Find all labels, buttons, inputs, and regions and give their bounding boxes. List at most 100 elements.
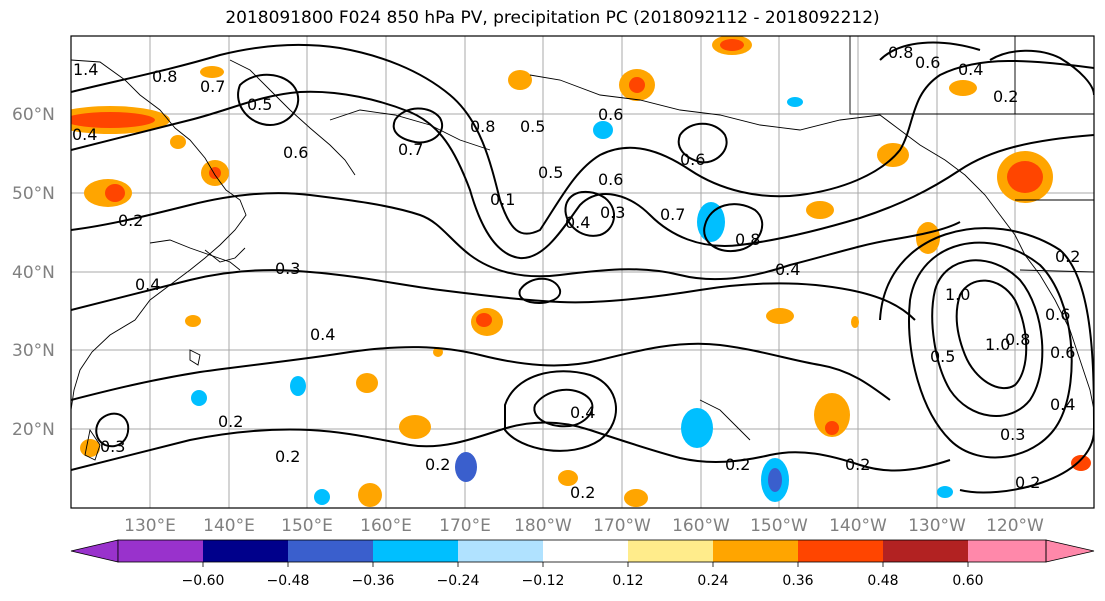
precip-blob <box>170 135 186 149</box>
precip-blob <box>1071 455 1091 471</box>
contour-label: 0.3 <box>100 437 125 456</box>
precip-blob <box>508 70 532 90</box>
precip-blob <box>71 112 155 128</box>
contour-label: 0.5 <box>930 347 955 366</box>
contour-label: 0.2 <box>993 87 1018 106</box>
lon-label: 140°W <box>829 516 887 536</box>
precip-blob <box>697 202 725 242</box>
precip-blob <box>593 121 613 139</box>
contour-label: 0.3 <box>1000 425 1025 444</box>
precip-blob <box>433 347 443 357</box>
colorbar-tick-label: 0.24 <box>697 573 728 589</box>
contour-label: 0.4 <box>775 260 800 279</box>
contour-label: 0.2 <box>1015 473 1040 492</box>
contour-label: 0.2 <box>118 211 143 230</box>
precip-blob <box>949 80 977 96</box>
lon-label: 150°E <box>281 516 333 536</box>
contour-label: 0.7 <box>398 140 423 159</box>
precip-blob <box>358 483 382 507</box>
contour-label: 1.0 <box>945 285 970 304</box>
lon-label: 160°W <box>672 516 730 536</box>
lon-label: 170°E <box>439 516 491 536</box>
colorbar-tick-label: 0.36 <box>782 573 813 589</box>
lon-label: 140°E <box>203 516 255 536</box>
colorbar-extend-low <box>70 539 119 563</box>
pv-contours <box>71 41 1094 494</box>
colorbar-tick-label: −0.36 <box>352 573 395 589</box>
precip-blob <box>558 470 578 486</box>
contour-label: 0.7 <box>200 77 225 96</box>
precip-blob <box>1007 161 1043 193</box>
lon-label: 170°W <box>593 516 651 536</box>
colorbar-segment <box>118 540 203 562</box>
contour-label: 0.1 <box>490 190 515 209</box>
precip-blob <box>851 316 859 328</box>
colorbar-segment <box>713 540 798 562</box>
contour-label: 0.2 <box>725 455 750 474</box>
lon-label: 160°E <box>360 516 412 536</box>
contour-label: 0.2 <box>218 412 243 431</box>
precip-blob <box>80 439 100 457</box>
contour-label: 0.6 <box>1050 343 1075 362</box>
colorbar-frame <box>117 539 1047 563</box>
contour-label: 0.6 <box>598 105 623 124</box>
contour-label: 0.2 <box>845 455 870 474</box>
contour-label: 0.8 <box>470 117 495 136</box>
lat-label: 20°N <box>12 420 55 440</box>
contour-label: 0.8 <box>888 43 913 62</box>
precip-blob <box>787 97 803 107</box>
colorbar-segment <box>628 540 713 562</box>
precip-blob <box>290 376 306 396</box>
colorbar-extend-high <box>1045 539 1095 563</box>
precip-blob <box>185 315 201 327</box>
contour-label: 0.7 <box>660 205 685 224</box>
coastlines <box>71 36 1094 461</box>
lon-label: 180°W <box>514 516 572 536</box>
colorbar-tick-label: −0.48 <box>267 573 310 589</box>
plot-title: 2018091800 F024 850 hPa PV, precipitatio… <box>225 8 880 28</box>
precip-blob <box>105 184 125 202</box>
precip-blob <box>624 489 648 507</box>
contour-label: 0.4 <box>135 275 160 294</box>
precip-blob <box>455 452 477 482</box>
precip-blob <box>476 313 492 327</box>
colorbar-tick-label: −0.12 <box>522 573 565 589</box>
precip-blob <box>191 390 207 406</box>
lon-label: 130°E <box>124 516 176 536</box>
map-frame <box>70 35 1095 509</box>
contour-label: 1.0 <box>985 335 1010 354</box>
precipitation-shading <box>71 36 1091 507</box>
contour-label: 0.4 <box>565 213 590 232</box>
precip-blob <box>209 167 221 179</box>
contour-label: 0.8 <box>1005 330 1030 349</box>
contour-label: 0.5 <box>520 117 545 136</box>
lon-label: 150°W <box>750 516 808 536</box>
colorbar-tick-label: 0.60 <box>952 573 983 589</box>
contour-label: 0.4 <box>72 125 97 144</box>
contour-label: 0.2 <box>275 447 300 466</box>
colorbar-segment <box>798 540 883 562</box>
lat-label: 40°N <box>12 263 55 283</box>
colorbar-tick-label: 0.12 <box>612 573 643 589</box>
colorbar-segment <box>203 540 288 562</box>
contour-label: 0.4 <box>570 403 595 422</box>
lon-label: 120°W <box>986 516 1044 536</box>
precip-blob <box>681 408 713 448</box>
lat-label: 30°N <box>12 341 55 361</box>
colorbar-tick-label: 0.48 <box>867 573 898 589</box>
precip-blob <box>825 421 839 435</box>
colorbar-segment <box>543 540 628 562</box>
precip-blob <box>877 143 909 167</box>
colorbar-segment <box>373 540 458 562</box>
colorbar-segment <box>458 540 543 562</box>
contour-label: 0.2 <box>1055 247 1080 266</box>
precip-blob <box>766 308 794 324</box>
contour-label: 0.6 <box>915 53 940 72</box>
contour-label: 0.5 <box>538 163 563 182</box>
colorbar-tick-label: −0.24 <box>437 573 480 589</box>
precip-blob <box>806 201 834 219</box>
longitude-labels: 130°E 140°E 150°E 160°E 170°E 180°W 170°… <box>124 516 1044 536</box>
contour-label: 0.8 <box>152 67 177 86</box>
contour-label: 0.4 <box>310 325 335 344</box>
